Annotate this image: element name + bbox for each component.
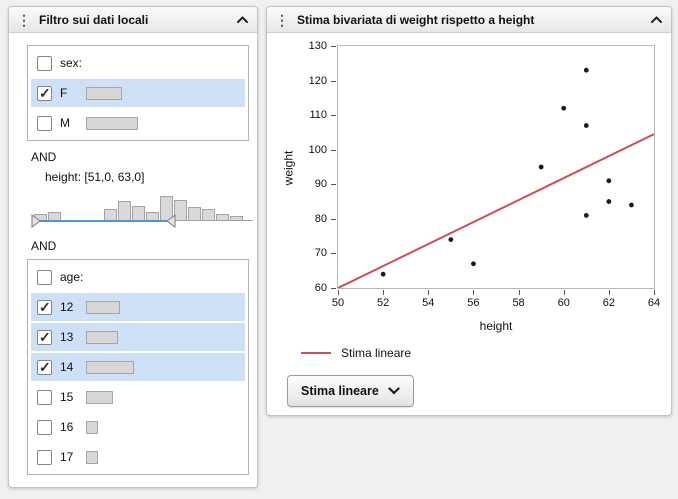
- age-16-checkbox[interactable]: [37, 419, 52, 435]
- age-option-13[interactable]: 13: [31, 323, 245, 351]
- age-14-checkbox[interactable]: [37, 359, 52, 376]
- age-option-17[interactable]: 17: [31, 443, 245, 471]
- sex-m-frequency-bar: [86, 116, 138, 130]
- sex-m-checkbox[interactable]: [37, 115, 52, 131]
- age-17-checkbox[interactable]: [37, 449, 52, 465]
- age-checkbox[interactable]: [37, 269, 52, 285]
- age-13-checkbox[interactable]: [37, 329, 52, 346]
- age-17-label: 17: [60, 450, 74, 464]
- menu-dots-icon[interactable]: ⋮: [17, 11, 31, 28]
- scatter-plot: weight 60 70 80 90 100 110 120 130 50 52 54 56 58 60…: [267, 33, 671, 341]
- age-15-label: 15: [60, 390, 74, 404]
- age-13-label: 13: [60, 330, 74, 344]
- collapse-chevron-icon[interactable]: [236, 15, 249, 24]
- height-histogram: [34, 196, 252, 221]
- age-16-label: 16: [60, 420, 74, 434]
- slider-active-range: [33, 220, 172, 222]
- legend-line-sample: [301, 352, 331, 354]
- y-axis: 60 70 80 90 100 110 120 130: [267, 40, 336, 294]
- age-label: age:: [60, 270, 84, 284]
- age-13-frequency-bar: [86, 330, 118, 344]
- age-12-checkbox[interactable]: [37, 299, 52, 316]
- age-16-frequency-bar: [86, 420, 98, 434]
- menu-dots-icon[interactable]: ⋮: [275, 11, 289, 28]
- age-15-checkbox[interactable]: [37, 389, 52, 405]
- plot-area[interactable]: [337, 45, 655, 289]
- fit-dropdown-label: Stima lineare: [301, 384, 379, 398]
- sex-header-row: sex:: [31, 49, 245, 77]
- age-header-row: age:: [31, 263, 245, 291]
- sex-label: sex:: [60, 56, 83, 70]
- age-option-15[interactable]: 15: [31, 383, 245, 411]
- sex-f-checkbox[interactable]: [37, 85, 52, 102]
- bivariate-panel-header: ⋮ Stima bivariata di weight rispetto a h…: [267, 7, 671, 33]
- collapse-chevron-icon[interactable]: [650, 15, 663, 24]
- and-label-1: AND: [31, 150, 57, 164]
- filter-panel-title: Filtro sui dati locali: [39, 12, 149, 27]
- filter-panel-header: ⋮ Filtro sui dati locali: [9, 7, 257, 33]
- sex-f-frequency-bar: [86, 86, 122, 100]
- x-axis-label: height: [479, 319, 513, 333]
- filter-panel-body: sex: F M AND height: [51,0, 63,0]: [9, 33, 257, 485]
- sex-filter-box: sex: F M: [27, 45, 249, 141]
- height-range-label: height: [51,0, 63,0]: [45, 170, 145, 184]
- age-filter-box: age: 12 13 14 15: [27, 259, 249, 475]
- x-axis: 50 52 54 56 58 60 62 64: [332, 290, 660, 314]
- age-12-frequency-bar: [86, 300, 120, 314]
- sex-option-f[interactable]: F: [31, 79, 245, 107]
- sex-checkbox[interactable]: [37, 55, 52, 71]
- and-label-2: AND: [31, 239, 57, 253]
- bivariate-panel-title: Stima bivariata di weight rispetto a hei…: [297, 12, 535, 27]
- fit-dropdown-button[interactable]: Stima lineare: [287, 375, 414, 407]
- height-histogram-slider[interactable]: [31, 188, 255, 230]
- sex-m-label: M: [60, 116, 70, 130]
- age-12-label: 12: [60, 300, 74, 314]
- sex-option-m[interactable]: M: [31, 109, 245, 137]
- age-14-frequency-bar: [86, 360, 134, 374]
- age-option-14[interactable]: 14: [31, 353, 245, 381]
- height-slider-handle-right[interactable]: [166, 214, 176, 228]
- local-data-filter-panel: ⋮ Filtro sui dati locali sex: F M AND he…: [8, 6, 258, 488]
- height-slider-handle-left[interactable]: [31, 214, 41, 228]
- sex-f-label: F: [60, 86, 68, 100]
- age-option-12[interactable]: 12: [31, 293, 245, 321]
- age-17-frequency-bar: [86, 450, 98, 464]
- legend: Stima lineare: [301, 343, 671, 363]
- age-option-16[interactable]: 16: [31, 413, 245, 441]
- legend-label: Stima lineare: [341, 346, 412, 360]
- age-15-frequency-bar: [86, 390, 113, 404]
- chevron-down-icon: [388, 387, 400, 395]
- age-14-label: 14: [60, 360, 74, 374]
- bivariate-panel: ⋮ Stima bivariata di weight rispetto a h…: [266, 6, 672, 416]
